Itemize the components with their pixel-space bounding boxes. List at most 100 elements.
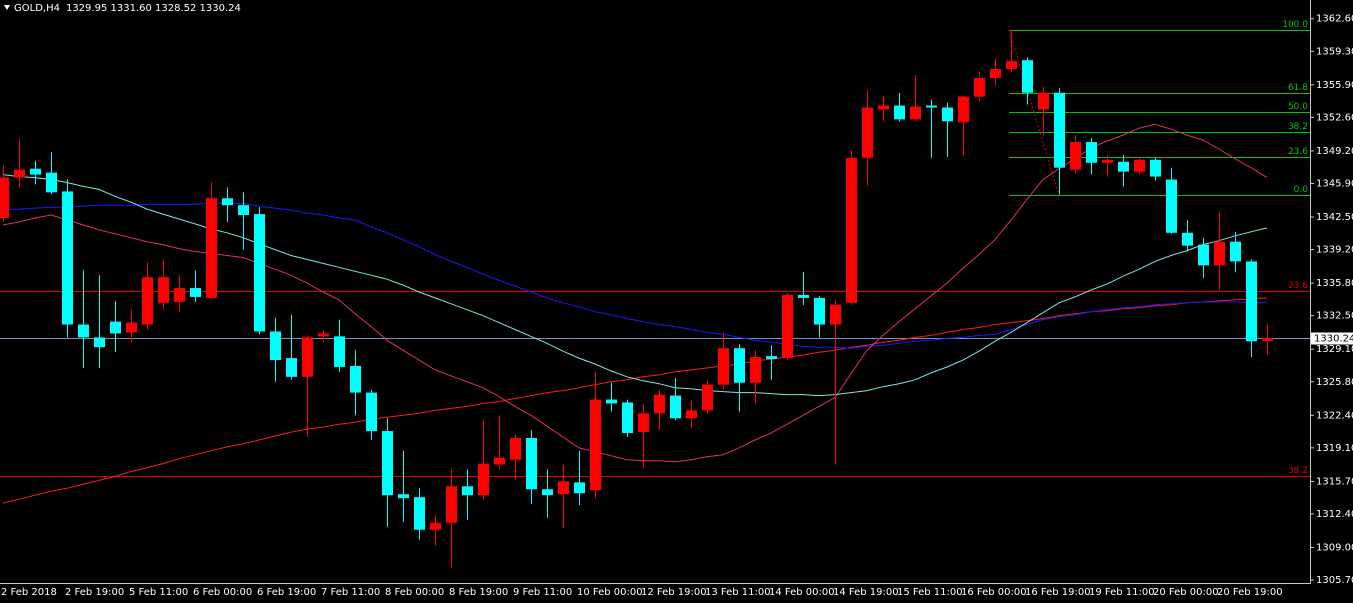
fib-label: 0.0: [1294, 185, 1309, 195]
candle-body: [750, 357, 761, 383]
fib-label: 100.0: [1282, 20, 1308, 30]
candle-body: [830, 304, 841, 325]
candle-body: [862, 107, 873, 158]
candle-body: [1182, 232, 1193, 246]
candle-body: [942, 107, 953, 122]
candle-body: [270, 331, 281, 361]
candle-body: [302, 337, 313, 377]
candle-body: [1022, 60, 1033, 93]
current-price-label: 1330.24: [1314, 334, 1353, 345]
candle-body: [238, 205, 249, 216]
candle-body: [654, 394, 665, 414]
x-tick-label: 7 Feb 11:00: [321, 587, 380, 598]
fib-label: 38.2: [1288, 466, 1308, 476]
candle-body: [382, 431, 393, 496]
candle-body: [1262, 337, 1273, 341]
candle-body: [1118, 161, 1129, 172]
candle-body: [1070, 142, 1081, 170]
symbol: GOLD,H4: [14, 3, 60, 14]
candle-body: [286, 358, 297, 377]
candle-body: [718, 348, 729, 385]
candle-body: [606, 399, 617, 404]
candle-body: [462, 486, 473, 496]
candle-body: [318, 333, 329, 337]
candle-body: [1230, 241, 1241, 262]
candle-body: [30, 168, 41, 175]
candle-body: [1102, 159, 1113, 163]
candle-body: [910, 106, 921, 120]
x-tick-label: 19 Feb 11:00: [1089, 587, 1155, 598]
candle-body: [542, 489, 553, 496]
fib-trend: [1008, 29, 1060, 196]
header: GOLD,H4 1329.95 1331.60 1328.52 1330.24: [14, 3, 241, 14]
candle-body: [254, 214, 265, 332]
menu-arrow[interactable]: [4, 5, 10, 10]
candle-body: [14, 169, 25, 178]
x-tick-label: 16 Feb 00:00: [961, 587, 1027, 598]
candle-body: [446, 486, 457, 523]
candle-body: [1198, 244, 1209, 266]
x-tick-label: 2 Feb 19:00: [65, 587, 124, 598]
x-tick-label: 10 Feb 00:00: [577, 587, 643, 598]
x-tick-label: 5 Feb 11:00: [129, 587, 188, 598]
candle-body: [126, 322, 137, 333]
ohlc: 1329.95 1331.60 1328.52 1330.24: [66, 3, 241, 14]
candle-body: [1054, 92, 1065, 168]
fib-label: 23.6: [1288, 147, 1308, 157]
plot-layer: 23.6 38.2 100.0 61.8 50.0 38.2 23.6 0.0: [0, 20, 1310, 568]
candle-body: [622, 402, 633, 434]
x-tick-label: 6 Feb 19:00: [257, 587, 316, 598]
x-tick-label: 15 Feb 11:00: [897, 587, 963, 598]
y-tick-label: 1312.40: [1316, 509, 1353, 520]
candle-body: [670, 395, 681, 419]
candle-body: [0, 177, 9, 219]
y-tick-label: 1309.00: [1316, 542, 1353, 553]
y-tick-label: 1345.90: [1316, 178, 1353, 189]
y-tick-label: 1352.60: [1316, 112, 1353, 123]
candle-body: [590, 399, 601, 491]
x-tick-label: 16 Feb 19:00: [1025, 587, 1091, 598]
x-tick-label: 2 Feb 2018: [1, 587, 57, 598]
x-tick-label: 20 Feb 19:00: [1217, 587, 1283, 598]
candle-body: [526, 437, 537, 490]
candle-body: [782, 294, 793, 359]
fib-label: 38.2: [1288, 122, 1308, 132]
candle-body: [1086, 142, 1097, 163]
candle-body: [158, 277, 169, 303]
candle-body: [702, 384, 713, 411]
candle-body: [798, 294, 809, 298]
candle-body: [1166, 179, 1177, 233]
candle-body: [1038, 92, 1049, 110]
x-tick-label: 20 Feb 00:00: [1153, 587, 1219, 598]
x-tick-label: 14 Feb 19:00: [833, 587, 899, 598]
y-tick-label: 1342.50: [1316, 212, 1353, 223]
x-tick-label: 13 Feb 11:00: [705, 587, 771, 598]
y-tick-label: 1359.30: [1316, 46, 1353, 57]
candle-body: [366, 392, 377, 432]
fib-label: 61.8: [1288, 83, 1308, 93]
candle-body: [1006, 61, 1017, 70]
candle-body: [574, 482, 585, 494]
candle-body: [990, 69, 1001, 78]
candle-body: [334, 336, 345, 367]
candle-body: [1214, 241, 1225, 266]
candle-body: [510, 437, 521, 460]
candle-body: [878, 105, 889, 110]
x-tick-label: 8 Feb 19:00: [449, 587, 508, 598]
y-tick-label: 1325.80: [1316, 377, 1353, 388]
y-tick-label: 1362.60: [1316, 14, 1353, 25]
candle-body: [46, 172, 57, 193]
candle-body: [190, 288, 201, 297]
candle-body: [1134, 159, 1145, 172]
x-tick-label: 12 Feb 19:00: [641, 587, 707, 598]
fib-label: 50.0: [1288, 102, 1308, 112]
candle-body: [846, 157, 857, 303]
candle-body: [110, 321, 121, 334]
candle-body: [638, 413, 649, 433]
candle-body: [558, 481, 569, 495]
y-tick-label: 1329.10: [1316, 344, 1353, 355]
candle-body: [398, 494, 409, 499]
fib-label: 23.6: [1288, 281, 1308, 291]
